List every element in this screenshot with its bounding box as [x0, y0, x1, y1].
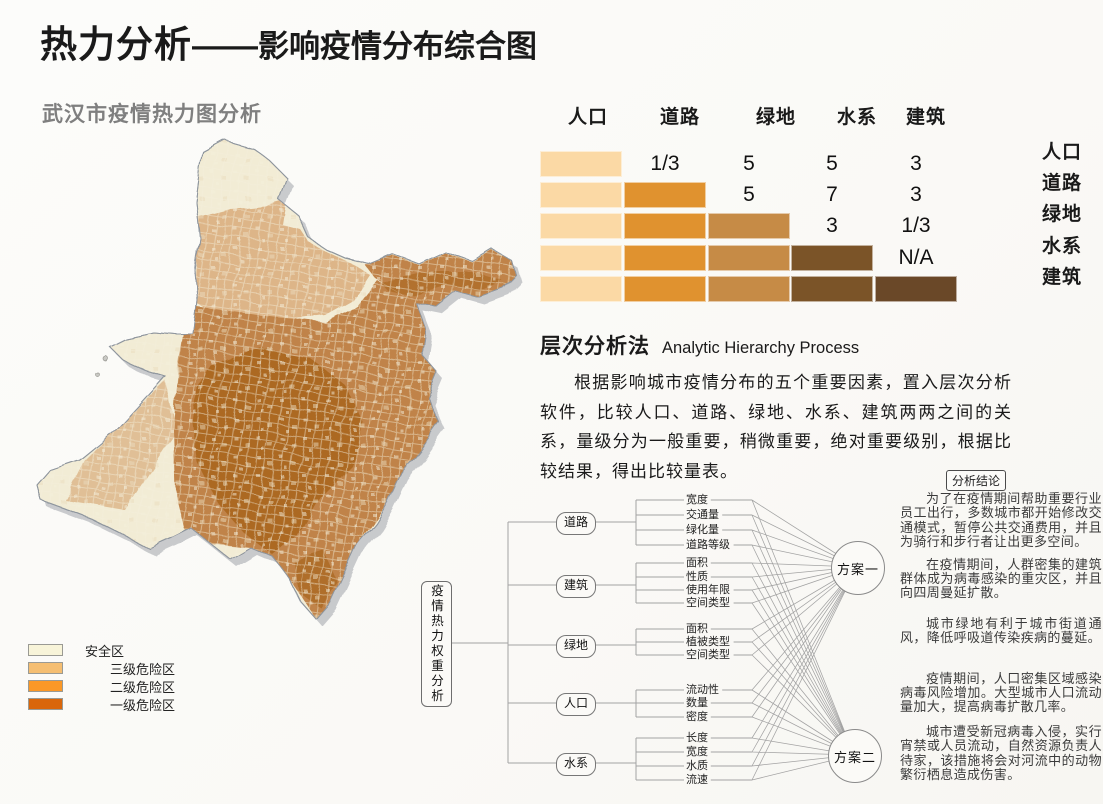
matrix-cell	[624, 213, 706, 239]
matrix-cell	[875, 276, 957, 302]
title-subtitle: 影响疫情分布综合图	[258, 29, 537, 64]
hierarchy-node: 绿地	[556, 634, 596, 658]
legend-swatch	[28, 644, 63, 656]
matrix-cell	[791, 245, 873, 271]
matrix-cell	[540, 151, 622, 177]
legend-label: 安全区	[85, 643, 125, 659]
matrix-column-header: 建筑	[905, 107, 946, 128]
matrix-cell	[540, 276, 622, 302]
wuhan-heatmap	[25, 130, 530, 645]
hierarchy-node: 水系	[556, 752, 596, 776]
plan-circle: 方案二	[828, 729, 882, 783]
hierarchy-leaf: 性质	[686, 570, 708, 583]
hierarchy-leaf: 面积	[686, 556, 708, 569]
matrix-column-header: 水系	[836, 107, 877, 128]
matrix-value: 7	[826, 183, 838, 206]
matrix-cell	[624, 245, 706, 271]
matrix-cell	[540, 182, 622, 208]
legend-item: 三级危险区	[28, 659, 258, 677]
matrix-row-label: 建筑	[1042, 267, 1083, 288]
comparison-matrix: 人口 道路 绿地 水系 建筑 1/3 5 5 3 人口 5 7 3 道路 3 1/3 绿地 N/A 水系 建筑	[540, 96, 1102, 311]
ahp-heading-en: Analytic Hierarchy Process	[662, 339, 860, 357]
matrix-value: 1/3	[901, 214, 931, 237]
matrix-value: 5	[743, 152, 755, 175]
matrix-value: 5	[743, 183, 755, 206]
matrix-row-label: 道路	[1042, 173, 1083, 194]
hierarchy-node: 人口	[556, 692, 596, 716]
hierarchy-leaf: 绿化量	[686, 523, 719, 536]
matrix-value: 1/3	[650, 152, 680, 175]
hierarchy-leaf: 流动性	[686, 683, 719, 696]
matrix-cell	[624, 276, 706, 302]
ahp-heading-zh: 层次分析法	[540, 335, 650, 358]
matrix-value: 3	[826, 214, 838, 237]
hierarchy-connector-lines	[751, 499, 858, 781]
matrix-row-label: 人口	[1042, 142, 1083, 163]
hierarchy-leaf: 水质	[686, 759, 708, 772]
matrix-cell	[708, 276, 790, 302]
matrix-column-header: 道路	[659, 107, 700, 128]
conclusion-paragraph: 疫情期间，人口密集区域感染病毒风险增加。大型城市人口流动量加大，提高病毒扩散几率…	[900, 670, 1102, 715]
legend-label: 二级危险区	[110, 679, 176, 695]
legend-label: 三级危险区	[110, 661, 176, 677]
hierarchy-leaf: 使用年限	[686, 583, 730, 596]
legend-label: 一级危险区	[110, 697, 176, 713]
hierarchy-leaf: 流速	[686, 773, 708, 786]
hierarchy-leaf: 道路等级	[686, 538, 730, 551]
legend-item: 一级危险区	[28, 695, 258, 713]
conclusion-paragraph: 城市遭受新冠病毒入侵，实行宵禁或人员流动，自然资源负责人待家，该措施将会对河流中…	[900, 723, 1102, 783]
hierarchy-leaf: 交通量	[686, 508, 719, 521]
matrix-row-label: 绿地	[1042, 204, 1083, 225]
legend-swatch	[28, 662, 63, 674]
conclusion-paragraph: 在疫情期间，人群密集的建筑群体成为病毒感染的重灾区，并且向四周曼延扩散。	[900, 556, 1102, 601]
matrix-column-header: 人口	[567, 107, 608, 128]
legend-item: 二级危险区	[28, 677, 258, 695]
wuhan-heatmap-svg	[36, 139, 522, 626]
legend-swatch	[28, 698, 63, 710]
conclusion-paragraph: 城市绿地有利于城市街道通风，降低呼吸道传染疾病的蔓延。	[900, 615, 1102, 646]
conclusion-paragraphs: 为了在疫情期间帮助重要行业员工出行，多数城市都开始修改交通模式，暂停公共交通费用…	[900, 491, 1102, 783]
legend-swatch	[28, 680, 63, 692]
map-legend: 安全区三级危险区二级危险区一级危险区	[28, 641, 258, 713]
hierarchy-leaf: 数量	[686, 696, 708, 709]
legend-item: 安全区	[28, 641, 258, 659]
hierarchy-leaf: 长度	[686, 731, 708, 744]
matrix-cell	[540, 213, 622, 239]
hierarchy-leaf: 宽度	[686, 493, 708, 506]
matrix-cell	[624, 182, 706, 208]
matrix-column-header: 绿地	[755, 107, 796, 128]
map-body	[36, 139, 517, 620]
hierarchy-node: 建筑	[556, 574, 596, 598]
conclusion-heading-badge: 分析结论	[946, 470, 1007, 491]
ahp-heading: 层次分析法 Analytic Hierarchy Process	[540, 330, 859, 360]
hierarchy-leaf: 空间类型	[686, 648, 730, 661]
conclusion-paragraph: 为了在疫情期间帮助重要行业员工出行，多数城市都开始修改交通模式，暂停公共交通费用…	[900, 491, 1102, 550]
matrix-row-label: 水系	[1042, 236, 1083, 257]
hierarchy-leaf: 密度	[686, 710, 708, 723]
title-dash: ——	[192, 27, 258, 64]
matrix-cell	[708, 245, 790, 271]
matrix-value: 5	[826, 152, 838, 175]
hierarchy-leaf: 面积	[686, 622, 708, 635]
hierarchy-leaf: 植被类型	[686, 635, 730, 648]
plan-circle: 方案一	[831, 541, 885, 595]
matrix-cell	[791, 276, 873, 302]
ahp-paragraph: 根据影响城市疫情分布的五个重要因素，置入层次分析软件，比较人口、道路、绿地、水系…	[540, 373, 1012, 481]
matrix-value: 3	[910, 152, 922, 175]
matrix-cell	[540, 245, 622, 271]
matrix-value: 3	[910, 183, 922, 206]
matrix-cell	[708, 213, 790, 239]
matrix-value: N/A	[898, 246, 934, 269]
page-title: 热力分析——影响疫情分布综合图	[40, 14, 537, 68]
hierarchy-leaf: 宽度	[686, 745, 708, 758]
title-main: 热力分析	[40, 24, 192, 65]
map-section-heading: 武汉市疫情热力图分析	[42, 103, 262, 126]
hierarchy-leaf: 空间类型	[686, 596, 730, 609]
hierarchy-node: 道路	[556, 511, 596, 535]
